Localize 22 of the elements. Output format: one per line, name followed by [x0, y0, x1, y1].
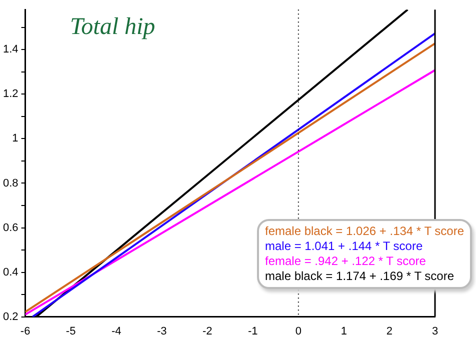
x-tick-label: -2: [202, 325, 212, 338]
y-tick-label: 0.4: [2, 266, 18, 278]
x-tick-label: 2: [386, 325, 393, 338]
x-tick-label: 0: [295, 325, 302, 338]
x-tick-label: -3: [156, 325, 167, 338]
y-tick-label: 0.2: [2, 310, 18, 323]
text: female = .942 + .122 * T score: [264, 254, 427, 269]
chart-title: Total hip: [70, 14, 156, 41]
x-tick-label: -6: [20, 325, 30, 338]
y-tick-label: 1: [12, 132, 18, 145]
y-tick-label: 1.2: [2, 88, 18, 100]
y-tick-label: 0.8: [2, 177, 18, 190]
x-tick-label: -1: [248, 325, 258, 338]
x-tick-label: 1: [340, 325, 348, 338]
y-tick-label: 0.6: [2, 222, 18, 234]
text: male = 1.041 + .144 * T score: [264, 239, 424, 254]
text: female black = 1.026 + .134 * T score: [264, 224, 464, 239]
x-tick-label: -4: [111, 325, 122, 338]
y-tick-label: 1.4: [2, 44, 18, 56]
text: male black = 1.174 + .169 * T score: [264, 269, 455, 284]
x-tick-label: -5: [66, 325, 76, 338]
x-tick-label: 3: [432, 325, 438, 338]
